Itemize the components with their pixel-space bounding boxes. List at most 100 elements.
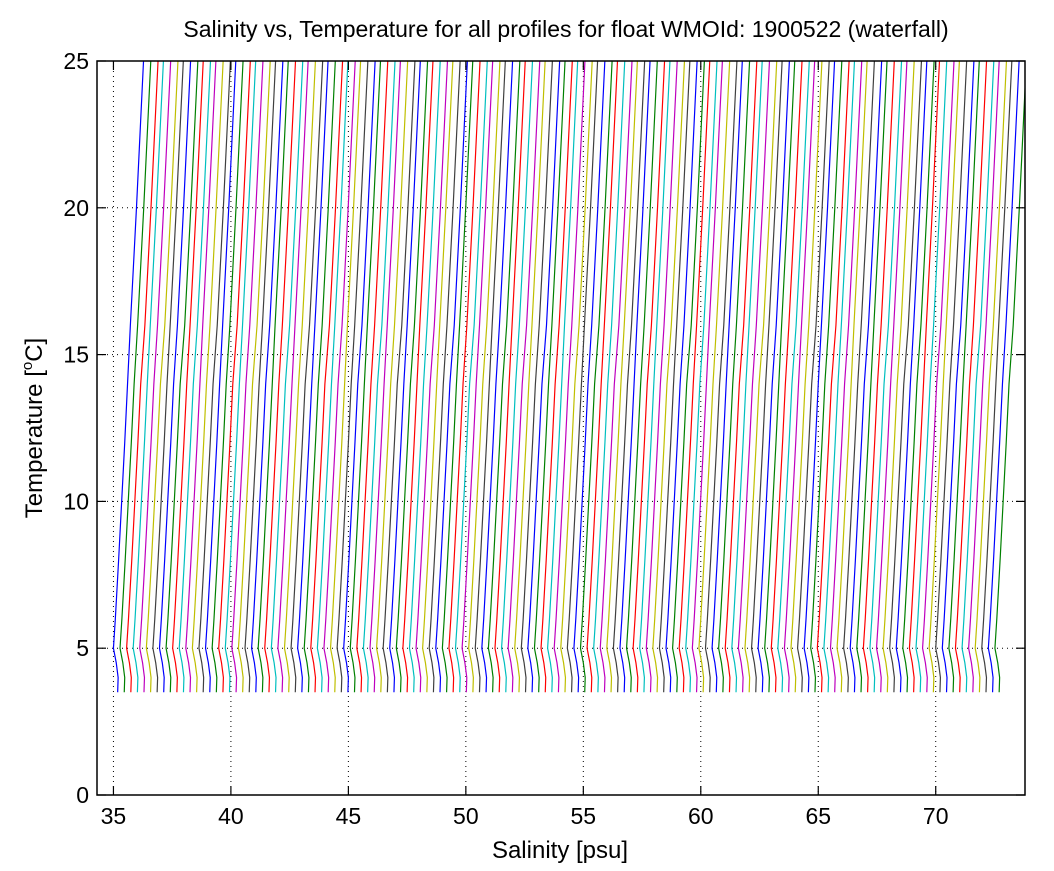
profile-line xyxy=(573,61,606,693)
profile-line xyxy=(566,61,599,693)
profile-line xyxy=(500,61,534,693)
profile-line xyxy=(553,61,586,693)
chart-title: Salinity vs, Temperature for all profile… xyxy=(183,16,948,42)
profile-line xyxy=(961,61,995,693)
x-tick-label: 70 xyxy=(923,803,949,829)
profile-line xyxy=(625,61,658,693)
profile-line xyxy=(224,61,257,693)
y-tick-label: 15 xyxy=(63,342,89,368)
profile-line xyxy=(731,61,763,693)
profile-line xyxy=(356,61,389,693)
profile-line xyxy=(770,61,803,693)
profile-line xyxy=(132,61,165,693)
x-tick-label: 50 xyxy=(453,803,479,829)
profile-line xyxy=(125,61,159,693)
profile-line xyxy=(560,61,593,693)
profile-line xyxy=(599,61,633,693)
profile-line xyxy=(724,61,758,693)
profile-line xyxy=(422,61,454,693)
profile-line xyxy=(277,61,309,693)
x-tick-label: 60 xyxy=(688,803,714,829)
profile-line xyxy=(849,61,883,693)
profile-line xyxy=(297,61,329,693)
profile-line xyxy=(750,61,783,693)
profile-line xyxy=(415,61,449,693)
profile-line xyxy=(343,61,376,693)
profile-line xyxy=(915,61,948,693)
y-axis-label: Temperature [oC] xyxy=(19,338,48,518)
profile-line xyxy=(685,61,718,693)
profile-line xyxy=(895,61,928,693)
x-tick-label: 45 xyxy=(336,803,362,829)
profile-line xyxy=(639,61,671,693)
profile-line xyxy=(612,61,646,693)
profile-line xyxy=(112,61,145,693)
profile-line xyxy=(691,61,723,693)
profile-line xyxy=(428,61,461,693)
profile-line xyxy=(454,61,488,693)
profile-line xyxy=(152,61,184,693)
x-tick-label: 35 xyxy=(101,803,127,829)
profile-line xyxy=(777,61,810,693)
profile-line xyxy=(796,61,830,693)
profile-line xyxy=(468,61,501,693)
profile-line xyxy=(520,61,553,693)
profile-line xyxy=(652,61,686,693)
profile-line xyxy=(843,61,875,693)
profile-line xyxy=(375,61,409,693)
profile-line xyxy=(165,61,199,693)
profile-line xyxy=(974,61,1008,693)
profile-line xyxy=(507,61,541,693)
profile-line xyxy=(678,61,711,693)
profile-line xyxy=(882,61,915,693)
profile-line xyxy=(395,61,429,693)
profile-line xyxy=(191,61,224,693)
profile-line xyxy=(329,61,362,693)
profile-line xyxy=(783,61,816,693)
profile-line xyxy=(632,61,666,693)
profile-line xyxy=(402,61,434,693)
profile-line xyxy=(810,61,843,693)
x-tick-label: 55 xyxy=(571,803,597,829)
profile-line xyxy=(606,61,638,693)
profile-line xyxy=(908,61,941,693)
profile-line xyxy=(178,61,212,693)
profile-line xyxy=(204,61,237,693)
profile-line xyxy=(408,61,441,693)
profile-line xyxy=(316,61,349,693)
profile-line xyxy=(737,61,771,693)
profile-line xyxy=(579,61,613,693)
profile-line xyxy=(270,61,304,693)
profile-line xyxy=(671,61,705,693)
profile-line xyxy=(514,61,546,693)
y-tick-label: 5 xyxy=(76,635,89,661)
profile-line xyxy=(145,61,179,693)
profile-line xyxy=(803,61,836,693)
y-axis-label-suffix: C] xyxy=(21,338,48,362)
profile-line xyxy=(764,61,796,693)
profile-line xyxy=(487,61,521,693)
y-axis-label-superscript: o xyxy=(19,362,36,370)
profile-line xyxy=(987,61,1020,693)
plot-area: 35 40 45 50 55 60 65 70 0 5 10 15 20 25 xyxy=(63,48,1026,829)
profile-line xyxy=(994,77,1025,693)
profile-line xyxy=(981,61,1013,693)
profile-line xyxy=(533,61,566,693)
profile-line xyxy=(823,61,856,693)
profile-line xyxy=(494,61,526,693)
profile-line xyxy=(369,61,402,693)
profile-line xyxy=(250,61,284,693)
profile-line xyxy=(698,61,731,693)
profile-line xyxy=(218,61,251,693)
x-tick-label: 65 xyxy=(805,803,831,829)
x-axis-label: Salinity [psu] xyxy=(492,837,628,864)
profile-line xyxy=(619,61,651,693)
profile-line xyxy=(139,61,172,693)
profile-line xyxy=(448,61,481,693)
profile-line xyxy=(435,61,468,693)
profile-line xyxy=(954,61,988,693)
profile-lines xyxy=(112,61,1025,693)
profile-line xyxy=(862,61,895,693)
profile-line xyxy=(198,61,231,693)
profile-line xyxy=(349,61,382,693)
